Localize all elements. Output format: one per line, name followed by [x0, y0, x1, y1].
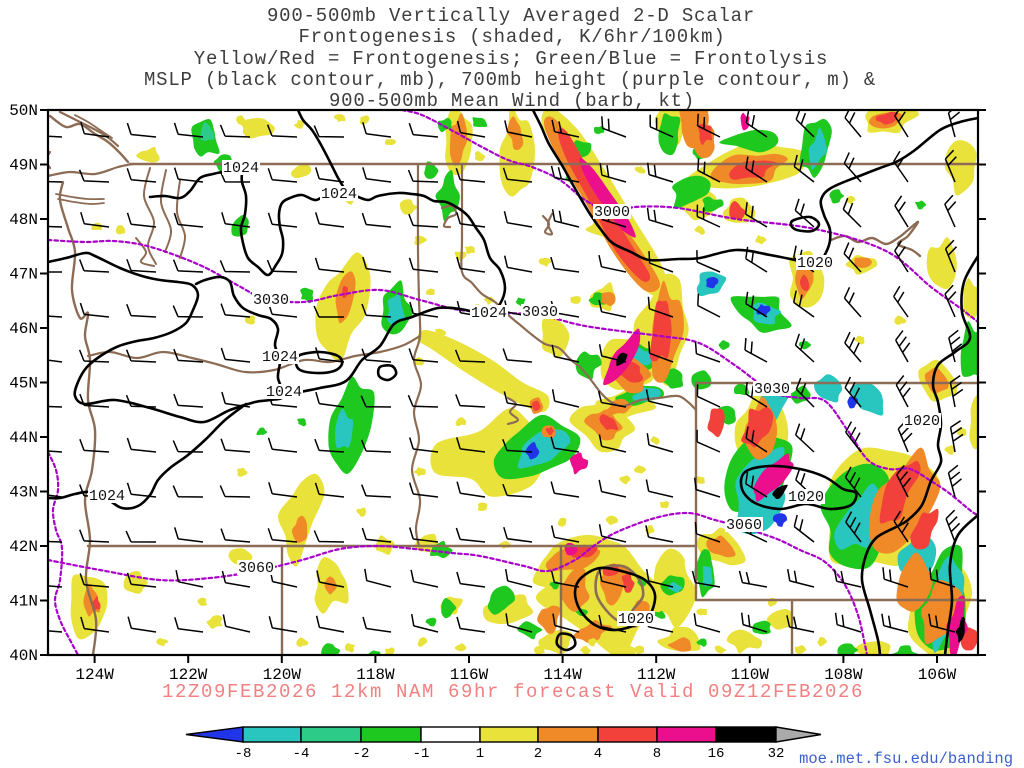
svg-text:Yellow/Red = Frontogenesis; G: Yellow/Red = Frontogenesis; Green/Blue =… [194, 48, 829, 70]
svg-text:MSLP (black contour, mb), 700m: MSLP (black contour, mb), 700mb height (… [144, 69, 876, 91]
svg-text:47N: 47N [9, 266, 38, 284]
svg-text:Frontogenesis (shaded, K/6hr/1: Frontogenesis (shaded, K/6hr/100km) [298, 26, 725, 48]
svg-text:1: 1 [476, 746, 484, 762]
svg-text:122W: 122W [169, 666, 208, 684]
svg-text:42N: 42N [9, 538, 38, 556]
svg-text:46N: 46N [9, 320, 38, 338]
svg-text:45N: 45N [9, 375, 38, 393]
svg-text:108W: 108W [824, 666, 863, 684]
svg-text:48N: 48N [9, 211, 38, 229]
svg-text:4: 4 [594, 746, 602, 762]
svg-text:3060: 3060 [238, 560, 274, 577]
svg-text:41N: 41N [9, 593, 38, 611]
svg-text:3060: 3060 [726, 517, 762, 534]
svg-text:112W: 112W [637, 666, 676, 684]
svg-text:8: 8 [653, 746, 661, 762]
svg-text:49N: 49N [9, 157, 38, 175]
svg-text:1020: 1020 [904, 413, 940, 430]
svg-text:1024: 1024 [262, 349, 298, 366]
svg-text:114W: 114W [543, 666, 582, 684]
svg-text:1020: 1020 [797, 255, 833, 272]
svg-text:106W: 106W [918, 666, 957, 684]
svg-text:900-500mb Vertically Averaged: 900-500mb Vertically Averaged 2-D Scalar [267, 5, 755, 27]
svg-text:44N: 44N [9, 429, 38, 447]
svg-text:1020: 1020 [618, 611, 654, 628]
svg-text:32: 32 [768, 746, 785, 762]
svg-text:16: 16 [708, 746, 725, 762]
svg-text:-2: -2 [353, 746, 370, 762]
svg-text:900-500mb Mean Wind (barb, kt): 900-500mb Mean Wind (barb, kt) [329, 90, 695, 112]
svg-text:1024: 1024 [471, 305, 507, 322]
svg-text:116W: 116W [450, 666, 489, 684]
svg-text:12Z09FEB2026 12km NAM 69hr for: 12Z09FEB2026 12km NAM 69hr forecast Vali… [162, 681, 864, 703]
svg-text:-1: -1 [413, 746, 430, 762]
svg-text:3030: 3030 [522, 304, 558, 321]
svg-text:1024: 1024 [223, 160, 259, 177]
svg-text:3030: 3030 [754, 381, 790, 398]
svg-text:124W: 124W [75, 666, 114, 684]
svg-text:110W: 110W [731, 666, 770, 684]
svg-text:3000: 3000 [594, 204, 630, 221]
svg-text:120W: 120W [263, 666, 302, 684]
svg-text:40N: 40N [9, 647, 38, 665]
svg-text:118W: 118W [356, 666, 395, 684]
svg-text:2: 2 [534, 746, 542, 762]
svg-text:3030: 3030 [253, 292, 289, 309]
svg-text:1024: 1024 [89, 488, 125, 505]
svg-text:-8: -8 [235, 746, 252, 762]
svg-text:50N: 50N [9, 102, 38, 120]
svg-text:-4: -4 [293, 746, 310, 762]
svg-text:1020: 1020 [788, 489, 824, 506]
svg-text:moe.met.fsu.edu/banding: moe.met.fsu.edu/banding [799, 750, 1013, 768]
svg-text:43N: 43N [9, 484, 38, 502]
svg-text:1024: 1024 [321, 186, 357, 203]
svg-text:1024: 1024 [266, 384, 302, 401]
